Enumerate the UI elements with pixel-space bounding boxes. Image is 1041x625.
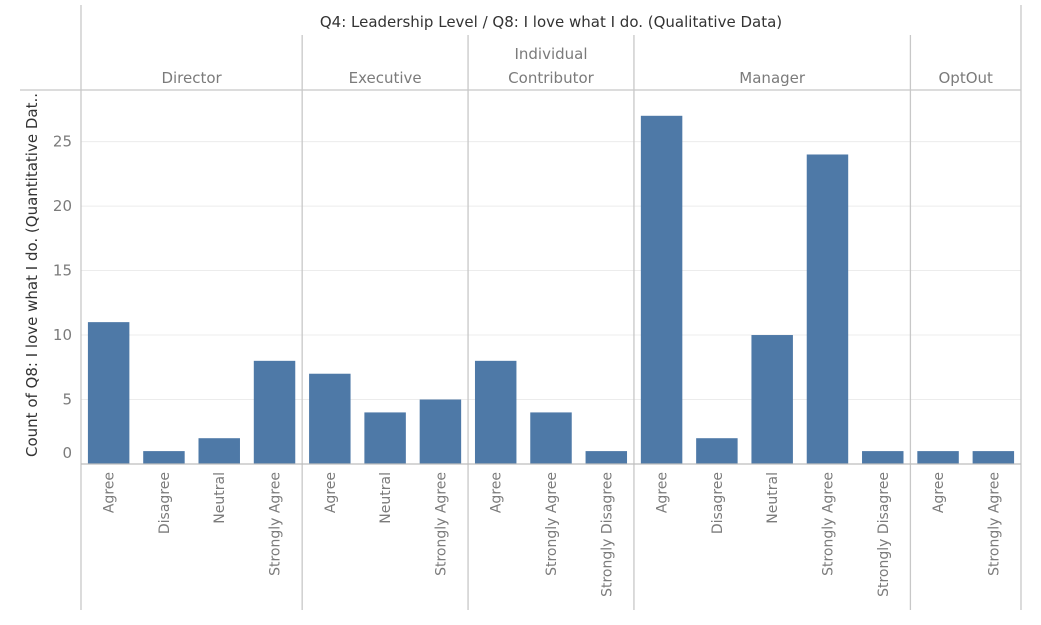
y-tick-label: 20 (53, 197, 72, 215)
x-category-label: Strongly Agree (268, 472, 284, 576)
bar (419, 399, 462, 464)
pane-header-director: Director (161, 69, 222, 87)
y-tick-label: 10 (53, 326, 72, 344)
x-category-label: Strongly Agree (544, 472, 560, 576)
bar (862, 451, 904, 464)
pane-header-manager: Manager (739, 69, 806, 87)
bar (253, 360, 296, 464)
bar (198, 438, 240, 464)
x-category-label: Strongly Disagree (876, 472, 892, 597)
bar (309, 373, 351, 464)
y-tick-label: 15 (53, 262, 72, 280)
x-category-label: Strongly Agree (433, 472, 449, 576)
x-category-label: Agree (489, 472, 505, 513)
y-tick-label: 5 (62, 391, 72, 409)
bar (640, 115, 683, 465)
x-category-label: Agree (931, 472, 947, 513)
x-category-label: Neutral (212, 472, 228, 524)
bar (696, 438, 738, 464)
y-tick-label: 25 (53, 133, 72, 151)
x-category-label: Strongly Agree (986, 472, 1002, 576)
bar (806, 154, 849, 464)
bar (530, 412, 572, 464)
x-category-label: Agree (655, 472, 671, 513)
y-tick-label: 0 (62, 444, 72, 462)
x-category-label: Neutral (378, 472, 394, 524)
x-category-label: Agree (102, 472, 118, 513)
x-category-label: Neutral (765, 472, 781, 524)
chart-title: Q4: Leadership Level / Q8: I love what I… (320, 13, 782, 31)
bar (364, 412, 406, 464)
bar (143, 451, 185, 464)
pane-header-optout: OptOut (939, 69, 994, 87)
x-category-label: Strongly Agree (820, 472, 836, 576)
bar (585, 451, 628, 464)
x-category-label: Disagree (710, 472, 726, 534)
x-category-label: Strongly Disagree (599, 472, 615, 597)
y-axis-title: Count of Q8: I love what I do. (Quantita… (23, 93, 41, 457)
bar (751, 335, 793, 464)
x-category-label: Agree (323, 472, 339, 513)
bar (917, 451, 959, 464)
x-category-label: Disagree (157, 472, 173, 534)
bar (972, 451, 1015, 464)
pane-header-individual-contributor: Contributor (508, 69, 594, 87)
bar (474, 360, 517, 464)
pane-header-individual-contributor: Individual (514, 45, 587, 63)
bar (87, 322, 130, 464)
pane-header-executive: Executive (349, 69, 422, 87)
